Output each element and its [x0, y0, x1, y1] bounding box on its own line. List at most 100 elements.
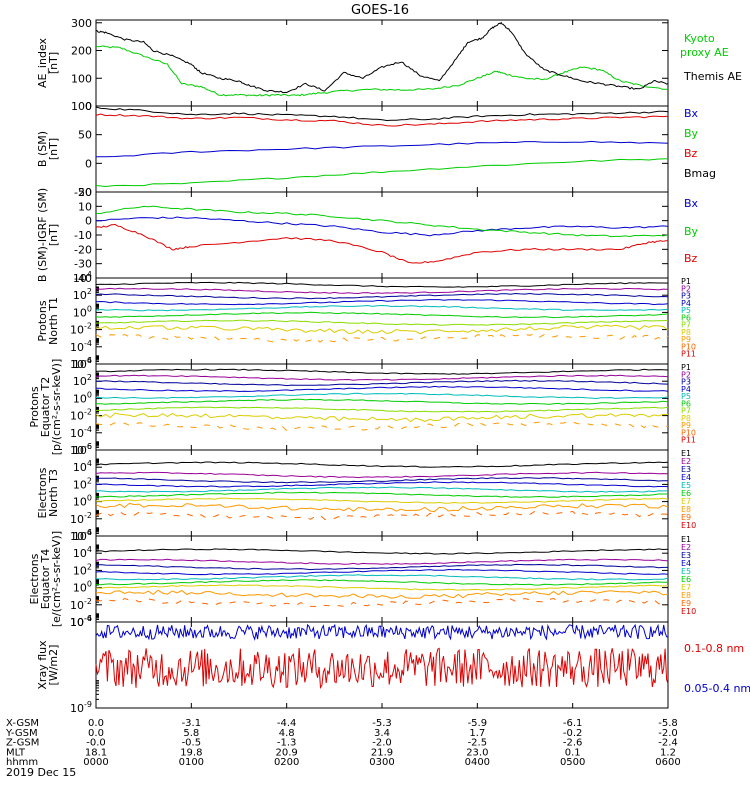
series-line-bmag — [95, 106, 669, 122]
y-tick-label: 50 — [78, 129, 92, 142]
legend-e6: E6 — [681, 489, 691, 498]
ephem-value: -3.1 — [182, 718, 202, 729]
y-axis-label: B (SM)-IGRF (SM) — [36, 188, 49, 282]
figure-title: GOES-16 — [351, 3, 409, 18]
flux-line-p9 — [95, 333, 669, 343]
ephem-value: -1.3 — [277, 738, 297, 749]
ephem-value: 0500 — [560, 757, 585, 768]
y-tick-label: 10-2 — [70, 408, 92, 423]
y-tick-label: -50 — [74, 186, 92, 199]
series-line-bx — [95, 216, 669, 237]
ephem-value: 0.0 — [88, 728, 104, 739]
series-line-by — [95, 158, 669, 188]
panel-2: -50 0 50 100 B (SM)[nT] — [36, 100, 669, 199]
legend-p7: P7 — [681, 321, 691, 330]
flux-line-e1 — [95, 461, 669, 468]
flux-line-e2 — [95, 471, 669, 479]
y-axis-label: North T1 — [47, 297, 60, 345]
ephem-value: -2.5 — [468, 738, 488, 749]
y-tick-label: 106 — [73, 528, 92, 543]
legend-bigrf-by: By — [684, 225, 699, 238]
ephem-value: 0.1 — [565, 747, 581, 758]
ephem-value: 0200 — [274, 757, 299, 768]
ephemeris-table: X-GSM 0.0 -3.1 -4.4 -5.3 -5.9 -6.1 -5.8 Y-GSM 0.0… — [5, 718, 681, 768]
flux-line-p9 — [95, 421, 669, 432]
legend-e3: E3 — [681, 465, 691, 474]
y-axis-label: Protons — [36, 300, 49, 341]
flux-line-p1 — [95, 281, 669, 288]
legend-p7: P7 — [681, 407, 691, 416]
ephem-value: -5.9 — [468, 718, 488, 729]
ephem-value: 3.4 — [374, 728, 390, 739]
legend-p11: P11 — [681, 436, 696, 445]
y-tick-label: 104 — [73, 545, 92, 560]
flux-line-p7 — [96, 406, 669, 413]
xray-line-0-05-0-4-nm — [95, 623, 669, 641]
ephem-value: 19.8 — [180, 747, 202, 758]
flux-line-p6 — [95, 311, 669, 319]
panel-frame — [95, 363, 669, 451]
ephem-value: 0100 — [179, 757, 204, 768]
flux-line-p8 — [95, 324, 669, 335]
series-line-bz — [95, 113, 669, 127]
flux-line-e5 — [95, 486, 669, 493]
legend-p5: P5 — [681, 306, 691, 315]
legend-p9: P9 — [681, 421, 691, 430]
ephem-value: -0.0 — [86, 738, 106, 749]
legend-bigrf-bz: Bz — [684, 252, 698, 265]
y-tick-label: 10-2 — [70, 511, 92, 526]
ephem-label-hhmm: hhmm — [6, 757, 38, 768]
legend-e3: E3 — [681, 551, 691, 560]
legend-xray-long: 0.1-0.8 nm — [684, 642, 744, 655]
flux-line-e8 — [95, 589, 669, 599]
y-axis-label: [nT] — [47, 224, 60, 246]
ephem-value: 0600 — [655, 757, 680, 768]
legend-e4: E4 — [681, 559, 691, 568]
y-axis-label: North T3 — [47, 469, 60, 517]
y-tick-label: 10-2 — [70, 322, 92, 337]
legend-p2: P2 — [681, 284, 691, 293]
legend-bsm-by: By — [684, 127, 699, 140]
y-tick-label: 102 — [73, 562, 92, 577]
series-line-bx — [96, 140, 669, 158]
flux-line-p8 — [95, 412, 669, 423]
legend-e1: E1 — [681, 535, 691, 544]
legend-bsm-bx: Bx — [684, 107, 699, 120]
y-axis-label: Equator T4 — [39, 549, 52, 609]
y-tick-label: 106 — [73, 442, 92, 457]
y-tick-label: 10-4 — [70, 425, 92, 440]
legend-e7: E7 — [681, 497, 691, 506]
y-tick-label: 20 — [78, 186, 92, 199]
y-tick-label: -20 — [74, 243, 92, 256]
y-axis-label: Electrons — [28, 553, 41, 604]
ephem-value: 20.9 — [276, 747, 298, 758]
y-axis-label: Protons — [28, 386, 41, 427]
legend-p10: P10 — [681, 342, 696, 351]
legend-xray-short: 0.05-0.4 nm — [684, 682, 750, 695]
ephem-value: 1.2 — [660, 747, 676, 758]
flux-line-p5 — [95, 304, 669, 312]
y-tick-label: 10 — [78, 200, 92, 213]
y-axis-label: [e/(cm²-s-sr-keV)] — [50, 531, 63, 627]
legend-e2: E2 — [681, 543, 691, 552]
legend-e10: E10 — [681, 607, 696, 616]
y-axis-label: [p/(cm²-s-sr-keV)] — [50, 359, 63, 456]
legend-p9: P9 — [681, 335, 691, 344]
y-tick-label: 300 — [71, 17, 92, 30]
flux-line-e9 — [95, 510, 669, 521]
flux-line-e6 — [95, 491, 668, 498]
y-tick-label: 102 — [73, 476, 92, 491]
panel-1 — [95, 21, 669, 94]
series-line-bz — [95, 223, 668, 264]
ephem-value: 21.9 — [371, 747, 393, 758]
y-tick-label: -30 — [74, 258, 92, 271]
ephem-label-z-gsm: Z-GSM — [6, 738, 39, 749]
ephem-value: -5.8 — [658, 718, 678, 729]
y-axis-label: Electrons — [36, 467, 49, 518]
y-tick-label: 100 — [71, 100, 92, 113]
ephem-value: -0.2 — [563, 728, 583, 739]
flux-line-p1 — [95, 368, 669, 375]
